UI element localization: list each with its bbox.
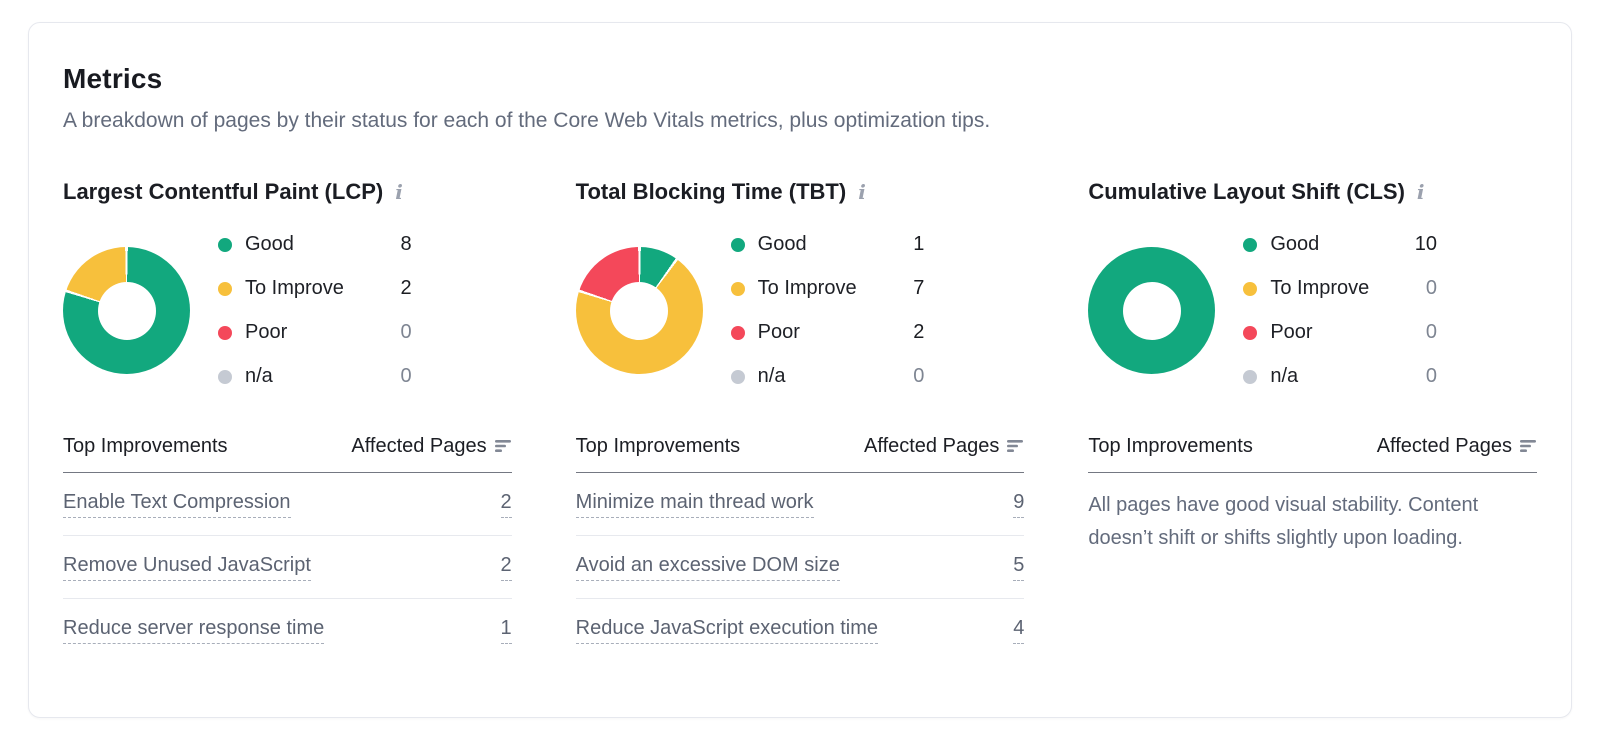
info-icon[interactable]: i bbox=[858, 180, 866, 204]
affected-pages-header: Affected Pages bbox=[864, 435, 1000, 457]
legend-item-poor: Poor 2 bbox=[730, 321, 924, 344]
na-dot-icon bbox=[1243, 369, 1258, 384]
legend-item-good: Good 8 bbox=[218, 233, 412, 256]
table-row: Enable Text Compression 2 bbox=[63, 473, 512, 536]
metric-section-cls: Cumulative Layout Shift (CLS) i Good 10 … bbox=[1088, 179, 1537, 661]
sort-descending-icon[interactable] bbox=[1519, 436, 1537, 459]
donut-chart-tbt[interactable] bbox=[575, 247, 703, 374]
info-icon[interactable]: i bbox=[1416, 180, 1425, 204]
sort-descending-icon[interactable] bbox=[494, 436, 512, 459]
good-dot-icon bbox=[218, 237, 232, 252]
na-dot-icon bbox=[730, 369, 745, 384]
table-row: Reduce JavaScript execution time 4 bbox=[575, 599, 1025, 661]
metric-title-tbt: Total Blocking Time (TBT) bbox=[575, 179, 847, 204]
metrics-grid: Largest Contentful Paint (LCP) i Good 8 … bbox=[63, 179, 1537, 661]
legend-item-na: n/a 0 bbox=[1243, 365, 1437, 388]
to-improve-dot-icon bbox=[218, 281, 232, 296]
table-row: Minimize main thread work 9 bbox=[575, 473, 1025, 536]
metrics-card: Metrics A breakdown of pages by their st… bbox=[28, 22, 1572, 718]
table-row: Remove Unused JavaScript 2 bbox=[63, 536, 512, 599]
to-improve-dot-icon bbox=[1243, 281, 1258, 296]
info-icon[interactable]: i bbox=[395, 180, 403, 204]
legend-item-poor: Poor 0 bbox=[1243, 321, 1437, 344]
affected-pages-count[interactable]: 9 bbox=[1013, 491, 1025, 518]
improvements-table-header: Top Improvements Affected Pages bbox=[1088, 434, 1537, 473]
improvement-link[interactable]: Enable Text Compression bbox=[63, 491, 291, 518]
legend-item-to-improve: To Improve 0 bbox=[1243, 277, 1437, 300]
table-row: Avoid an excessive DOM size 5 bbox=[575, 536, 1025, 599]
sort-descending-icon[interactable] bbox=[1007, 436, 1024, 459]
affected-pages-header: Affected Pages bbox=[351, 435, 487, 457]
legend-item-good: Good 10 bbox=[1243, 233, 1437, 256]
metric-title-lcp: Largest Contentful Paint (LCP) bbox=[63, 179, 384, 204]
poor-dot-icon bbox=[218, 325, 232, 340]
improvement-link[interactable]: Reduce server response time bbox=[63, 617, 325, 644]
affected-pages-count[interactable]: 1 bbox=[500, 617, 512, 644]
donut-chart-cls[interactable] bbox=[1088, 247, 1216, 374]
cls-empty-message: All pages have good visual stability. Co… bbox=[1088, 494, 1479, 549]
improvement-link[interactable]: Remove Unused JavaScript bbox=[63, 554, 311, 581]
legend-item-poor: Poor 0 bbox=[218, 321, 412, 344]
metric-title-cls: Cumulative Layout Shift (CLS) bbox=[1088, 179, 1405, 204]
affected-pages-header: Affected Pages bbox=[1376, 435, 1512, 457]
legend-tbt: Good 1 To Improve 7 Poor 2 bbox=[730, 233, 1025, 388]
legend-item-na: n/a 0 bbox=[730, 365, 924, 388]
good-dot-icon bbox=[1243, 237, 1258, 252]
improvement-link[interactable]: Avoid an excessive DOM size bbox=[575, 554, 840, 581]
legend-lcp: Good 8 To Improve 2 Poor 0 bbox=[218, 233, 512, 388]
metric-section-lcp: Largest Contentful Paint (LCP) i Good 8 … bbox=[63, 179, 512, 661]
donut-chart-lcp[interactable] bbox=[63, 247, 190, 374]
good-dot-icon bbox=[730, 237, 745, 252]
improvement-link[interactable]: Reduce JavaScript execution time bbox=[575, 617, 879, 644]
poor-dot-icon bbox=[730, 325, 745, 340]
affected-pages-count[interactable]: 5 bbox=[1013, 554, 1025, 581]
improvement-link[interactable]: Minimize main thread work bbox=[575, 491, 814, 518]
affected-pages-count[interactable]: 2 bbox=[500, 554, 512, 581]
improvements-table-header: Top Improvements Affected Pages bbox=[63, 434, 512, 473]
improvements-table-tbt: Top Improvements Affected Pages Minimize… bbox=[575, 434, 1025, 661]
poor-dot-icon bbox=[1243, 325, 1258, 340]
na-dot-icon bbox=[218, 369, 232, 384]
legend-item-to-improve: To Improve 7 bbox=[730, 277, 924, 300]
improvements-table-cls: Top Improvements Affected Pages All page… bbox=[1088, 434, 1537, 555]
legend-item-to-improve: To Improve 2 bbox=[218, 277, 412, 300]
affected-pages-count[interactable]: 4 bbox=[1013, 617, 1025, 644]
improvements-table-header: Top Improvements Affected Pages bbox=[575, 434, 1025, 473]
legend-cls: Good 10 To Improve 0 Poor 0 bbox=[1243, 233, 1537, 388]
improvements-table-lcp: Top Improvements Affected Pages Enable T… bbox=[63, 434, 512, 661]
legend-item-good: Good 1 bbox=[730, 233, 924, 256]
legend-item-na: n/a 0 bbox=[218, 365, 412, 388]
page-subtitle: A breakdown of pages by their status for… bbox=[63, 109, 991, 132]
affected-pages-count[interactable]: 2 bbox=[500, 491, 512, 518]
to-improve-dot-icon bbox=[730, 281, 745, 296]
table-row: Reduce server response time 1 bbox=[63, 599, 512, 661]
metric-section-tbt: Total Blocking Time (TBT) i Good 1 To Im… bbox=[575, 179, 1025, 661]
page-title: Metrics bbox=[63, 63, 163, 94]
